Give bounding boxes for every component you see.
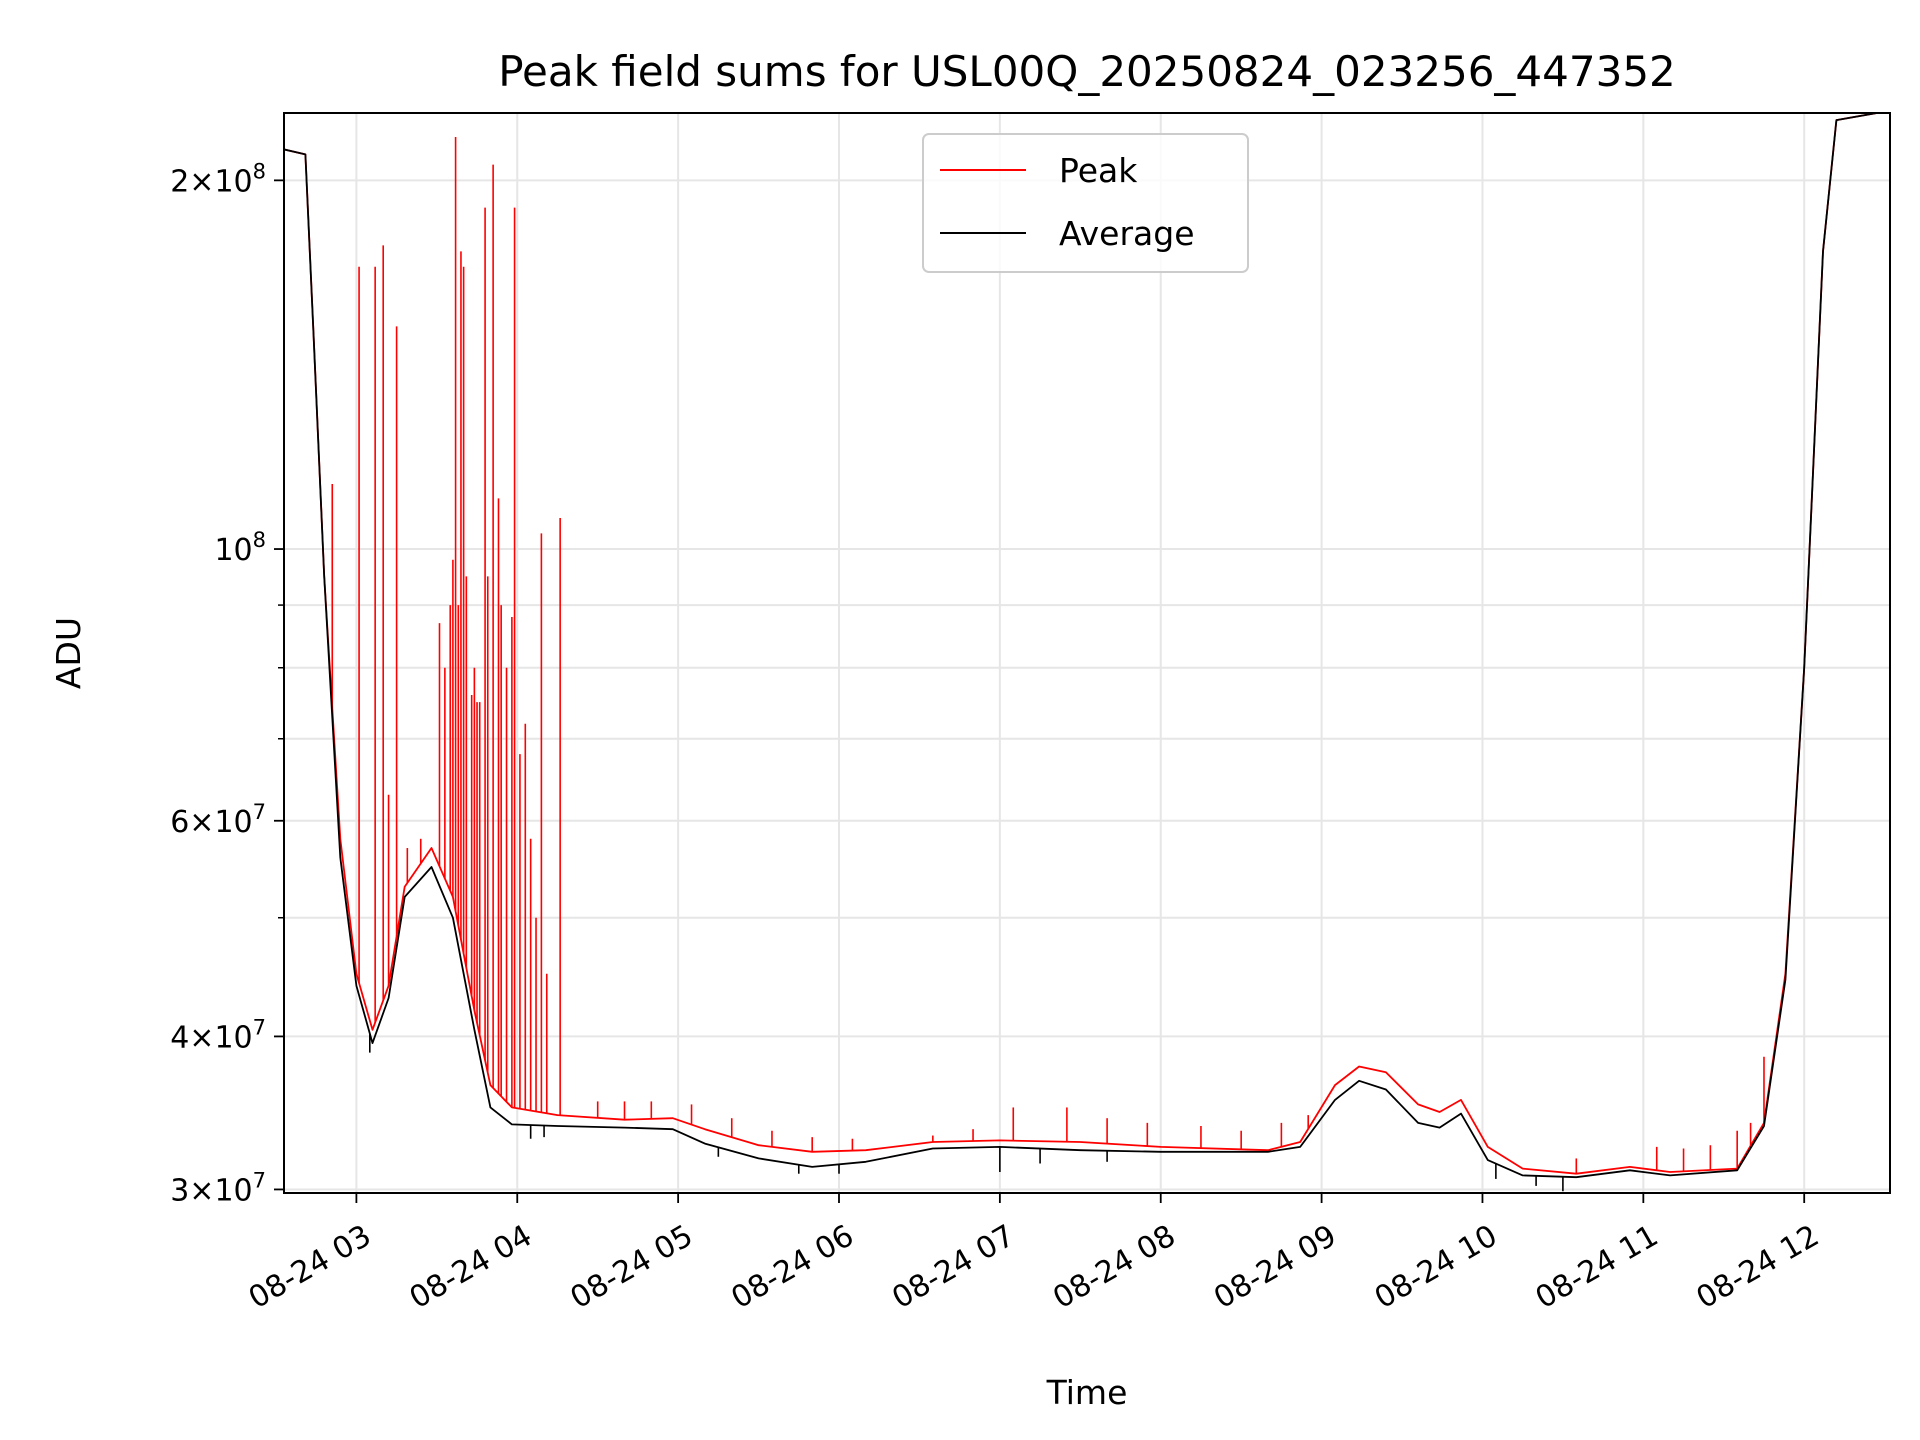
x-axis-title: Time [1046,1373,1128,1412]
y-tick-label: 4×107 [170,1015,266,1055]
y-axis-title: ADU [49,617,88,689]
legend: Peak Average [922,133,1249,273]
peak-series-line [284,113,1883,1175]
chart-title: Peak field sums for USL00Q_20250824_0232… [498,47,1676,96]
y-tick-label: 2×108 [170,159,266,199]
plot-frame [283,112,1891,1194]
grid [284,113,1890,1193]
legend-box [922,133,1249,273]
y-tick-label: 3×107 [170,1168,266,1208]
legend-label-average: Average [1059,214,1195,253]
plot-area [284,113,1883,1192]
y-tick-label: 6×107 [170,800,266,840]
legend-label-peak: Peak [1059,151,1138,190]
